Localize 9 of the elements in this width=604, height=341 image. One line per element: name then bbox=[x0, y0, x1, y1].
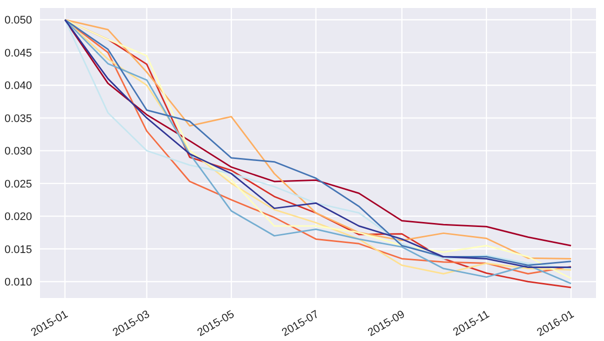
y-tick-label: 0.035 bbox=[4, 112, 32, 125]
y-tick-label: 0.040 bbox=[4, 80, 32, 92]
y-tick-label: 0.015 bbox=[4, 244, 32, 256]
y-tick-label: 0.030 bbox=[4, 146, 32, 158]
y-tick-label: 0.020 bbox=[4, 211, 32, 224]
y-tick-label: 0.045 bbox=[4, 47, 32, 60]
y-tick-label: 0.025 bbox=[4, 178, 32, 190]
y-tick-label: 0.050 bbox=[4, 14, 32, 27]
y-tick-label: 0.010 bbox=[4, 276, 32, 289]
